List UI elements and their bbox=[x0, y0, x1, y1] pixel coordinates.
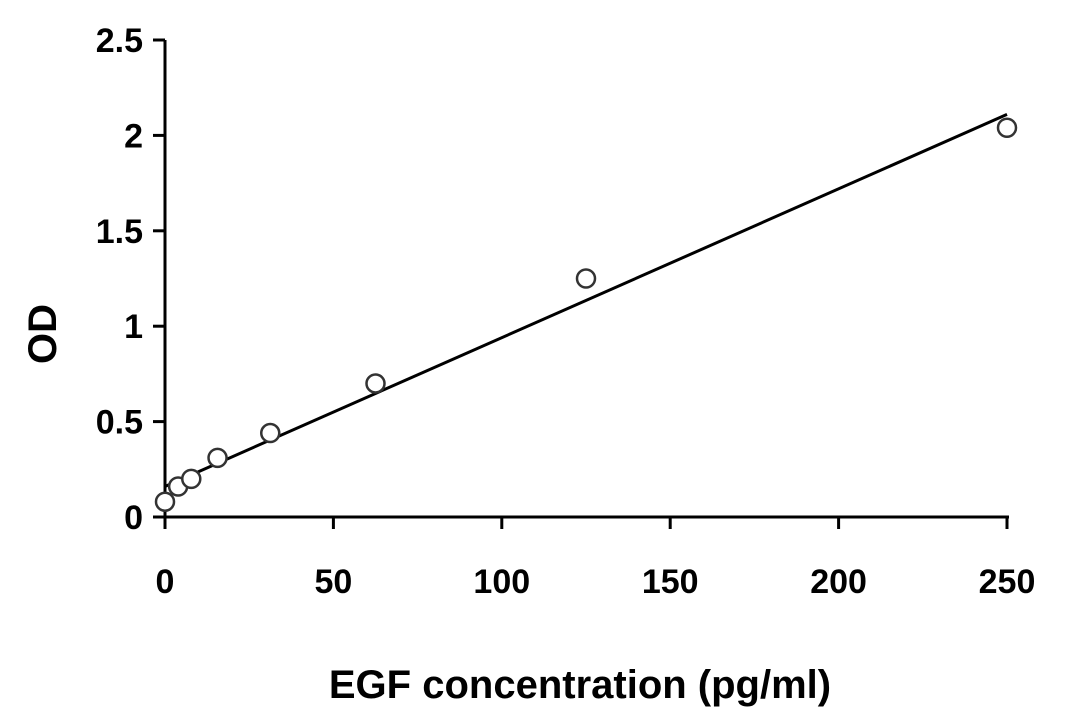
y-axis-title: OD bbox=[21, 304, 65, 364]
x-axis-title: EGF concentration (pg/ml) bbox=[329, 663, 831, 707]
y-tick-label: 0.5 bbox=[96, 404, 143, 442]
y-axis-ticks: 0 0.5 1 1.5 2 2.5 bbox=[96, 22, 165, 537]
data-point bbox=[575, 268, 597, 289]
x-axis-ticks: 0 50 100 150 200 250 bbox=[156, 517, 1036, 601]
y-tick-label: 2.5 bbox=[96, 22, 143, 60]
axes bbox=[163, 40, 1009, 519]
data-point bbox=[154, 491, 176, 512]
y-tick-label: 2 bbox=[124, 117, 143, 155]
y-tick-label: 0 bbox=[124, 499, 143, 537]
y-tick-label: 1.5 bbox=[96, 213, 143, 251]
data-point bbox=[260, 422, 281, 444]
x-tick-label: 200 bbox=[810, 563, 867, 601]
linear-trendline bbox=[164, 113, 1008, 488]
data-point bbox=[207, 447, 228, 469]
data-point bbox=[181, 468, 202, 490]
x-tick-label: 250 bbox=[979, 563, 1036, 601]
x-tick-label: 100 bbox=[473, 563, 530, 601]
x-tick-label: 150 bbox=[642, 563, 699, 601]
trendline-group bbox=[164, 113, 1008, 488]
x-tick-label: 0 bbox=[156, 563, 175, 601]
data-point bbox=[365, 373, 386, 394]
data-points bbox=[154, 117, 1018, 512]
x-tick-label: 50 bbox=[314, 563, 352, 601]
data-point bbox=[996, 117, 1018, 139]
y-tick-label: 1 bbox=[124, 308, 143, 346]
